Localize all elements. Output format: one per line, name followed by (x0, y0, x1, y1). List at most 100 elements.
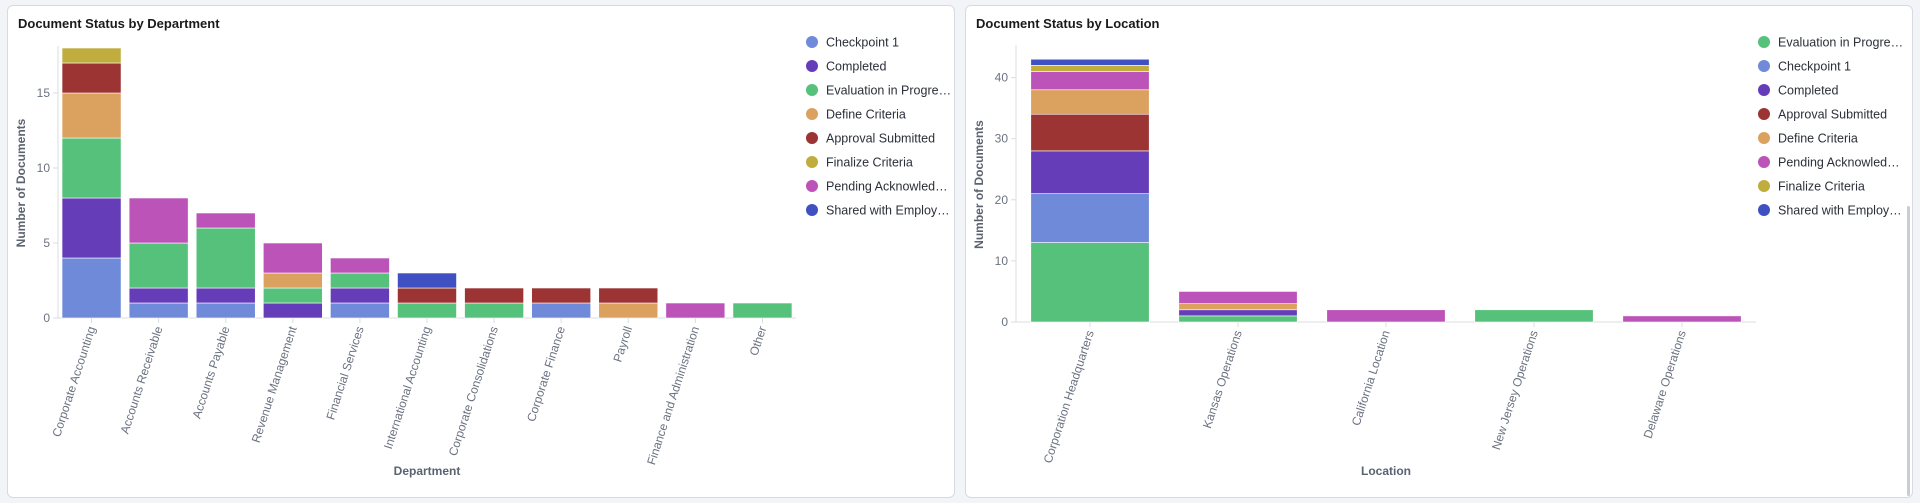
legend-item[interactable]: Evaluation in Progre… (1758, 36, 1903, 50)
legend-item[interactable]: Completed (1758, 84, 1838, 98)
legend-label: Pending Acknowled… (826, 180, 948, 194)
y-tick-label: 0 (43, 311, 50, 325)
legend-item[interactable]: Checkpoint 1 (1758, 60, 1851, 74)
bar-segment[interactable] (1030, 242, 1150, 323)
x-tick-label: International Accounting (381, 325, 434, 451)
bar-segment[interactable] (531, 287, 592, 304)
legend-label: Completed (826, 60, 886, 74)
bar-segment[interactable] (397, 287, 457, 304)
legend-dot-icon (1758, 156, 1770, 168)
legend-label: Evaluation in Progre… (1778, 36, 1903, 50)
bar-segment[interactable] (1030, 58, 1150, 66)
legend-item[interactable]: Define Criteria (1758, 132, 1858, 146)
x-tick-label: Corporate Consolidations (446, 325, 501, 458)
legend-item[interactable]: Approval Submitted (1758, 108, 1887, 122)
bar-segment[interactable] (1326, 309, 1446, 323)
legend-item[interactable]: Finalize Criteria (1758, 180, 1865, 194)
bar-segment[interactable] (61, 197, 122, 259)
y-tick-label: 10 (37, 161, 51, 175)
bar-segment[interactable] (330, 257, 390, 274)
bar-segment[interactable] (262, 272, 323, 289)
x-tick-label: Finance and Administration (644, 325, 702, 467)
bar-segment[interactable] (128, 287, 189, 304)
legend-label: Approval Submitted (1778, 108, 1887, 122)
y-axis-title: Number of Documents (972, 120, 986, 249)
bar-segment[interactable] (464, 302, 524, 319)
legend-label: Define Criteria (1778, 132, 1858, 146)
location-chart: 0 10 20 30 40 Number of Documents Corporation … (972, 36, 1903, 479)
bar-segment[interactable] (1030, 71, 1150, 91)
legend-item[interactable]: Define Criteria (806, 108, 906, 122)
x-tick-label: Revenue Management (249, 324, 300, 444)
bar-segment[interactable] (1178, 291, 1298, 304)
bar-segment[interactable] (598, 287, 659, 304)
legend-label: Finalize Criteria (826, 156, 913, 170)
legend-label: Checkpoint 1 (826, 36, 899, 50)
bar-segment[interactable] (262, 287, 323, 304)
bar-segment[interactable] (1030, 113, 1150, 152)
x-tick-label: California Location (1349, 329, 1393, 428)
bar-segment[interactable] (128, 302, 189, 319)
bar-segment[interactable] (195, 227, 256, 289)
legend-item[interactable]: Pending Acknowled… (1758, 156, 1900, 170)
bar-segment[interactable] (61, 137, 122, 199)
legend-dot-icon (806, 132, 818, 144)
bar-segment[interactable] (1474, 309, 1594, 323)
bar-segment[interactable] (1178, 309, 1298, 317)
bar-segment[interactable] (1030, 65, 1150, 72)
bar-segment[interactable] (262, 242, 323, 274)
legend-dot-icon (1758, 36, 1770, 48)
x-tick-label: Corporate Finance (524, 324, 568, 423)
bar-segment[interactable] (262, 302, 323, 319)
bar-segment[interactable] (397, 272, 457, 289)
bar-segment[interactable] (330, 302, 390, 319)
x-tick-label: Payroll (610, 325, 635, 364)
x-tick-label: Delaware Operations (1641, 329, 1689, 441)
x-tick-label: Kansas Operations (1200, 329, 1245, 430)
bar-segment[interactable] (732, 302, 793, 319)
legend-item[interactable]: Shared with Employ… (1758, 204, 1902, 218)
bar-segment[interactable] (531, 302, 592, 319)
bar-segment[interactable] (330, 272, 390, 289)
legend-label: Shared with Employ… (1778, 204, 1902, 218)
bar-segment[interactable] (665, 302, 726, 319)
legend-label: Checkpoint 1 (1778, 60, 1851, 74)
legend-label: Define Criteria (826, 108, 906, 122)
bar-segment[interactable] (61, 257, 122, 319)
x-tick-label: New Jersey Operations (1489, 329, 1541, 452)
bar-segment[interactable] (1030, 193, 1150, 243)
legend-item[interactable]: Evaluation in Progre… (806, 84, 951, 98)
bar-segment[interactable] (1178, 303, 1298, 311)
legend-item[interactable]: Shared with Employ… (806, 204, 950, 218)
bar-segment[interactable] (1178, 315, 1298, 323)
legend-item[interactable]: Finalize Criteria (806, 156, 913, 170)
bar-segment[interactable] (61, 92, 122, 139)
x-tick-label: Other (747, 325, 770, 358)
bar-segment[interactable] (128, 197, 189, 244)
bar-segment[interactable] (195, 302, 256, 319)
scrollbar[interactable] (1907, 206, 1910, 496)
bar-segment[interactable] (1030, 150, 1150, 194)
y-tick-label: 10 (995, 254, 1009, 268)
bar-segment[interactable] (61, 47, 122, 64)
legend-item[interactable]: Pending Acknowled… (806, 180, 948, 194)
x-axis-title: Location (1361, 464, 1411, 478)
legend-dot-icon (1758, 204, 1770, 216)
legend-item[interactable]: Approval Submitted (806, 132, 935, 146)
location-chart-card: Document Status by Location 0 10 20 30 40 Num… (965, 5, 1913, 498)
bar-segment[interactable] (195, 212, 256, 229)
legend-label: Finalize Criteria (1778, 180, 1865, 194)
bar-segment[interactable] (598, 302, 659, 319)
department-chart: 0 5 10 15 Number of Documents Corporate Accou… (14, 36, 951, 479)
bar-segment[interactable] (61, 62, 122, 94)
bar-segment[interactable] (397, 302, 457, 319)
bar-segment[interactable] (330, 287, 390, 304)
bar-segment[interactable] (1622, 315, 1742, 323)
legend-item[interactable]: Checkpoint 1 (806, 36, 899, 50)
bar-segment[interactable] (128, 242, 189, 289)
bar-segment[interactable] (1030, 89, 1150, 115)
legend-item[interactable]: Completed (806, 60, 886, 74)
department-chart-card: Document Status by Department 0 5 10 15 Numb… (7, 5, 955, 498)
bar-segment[interactable] (464, 287, 524, 304)
bar-segment[interactable] (195, 287, 256, 304)
